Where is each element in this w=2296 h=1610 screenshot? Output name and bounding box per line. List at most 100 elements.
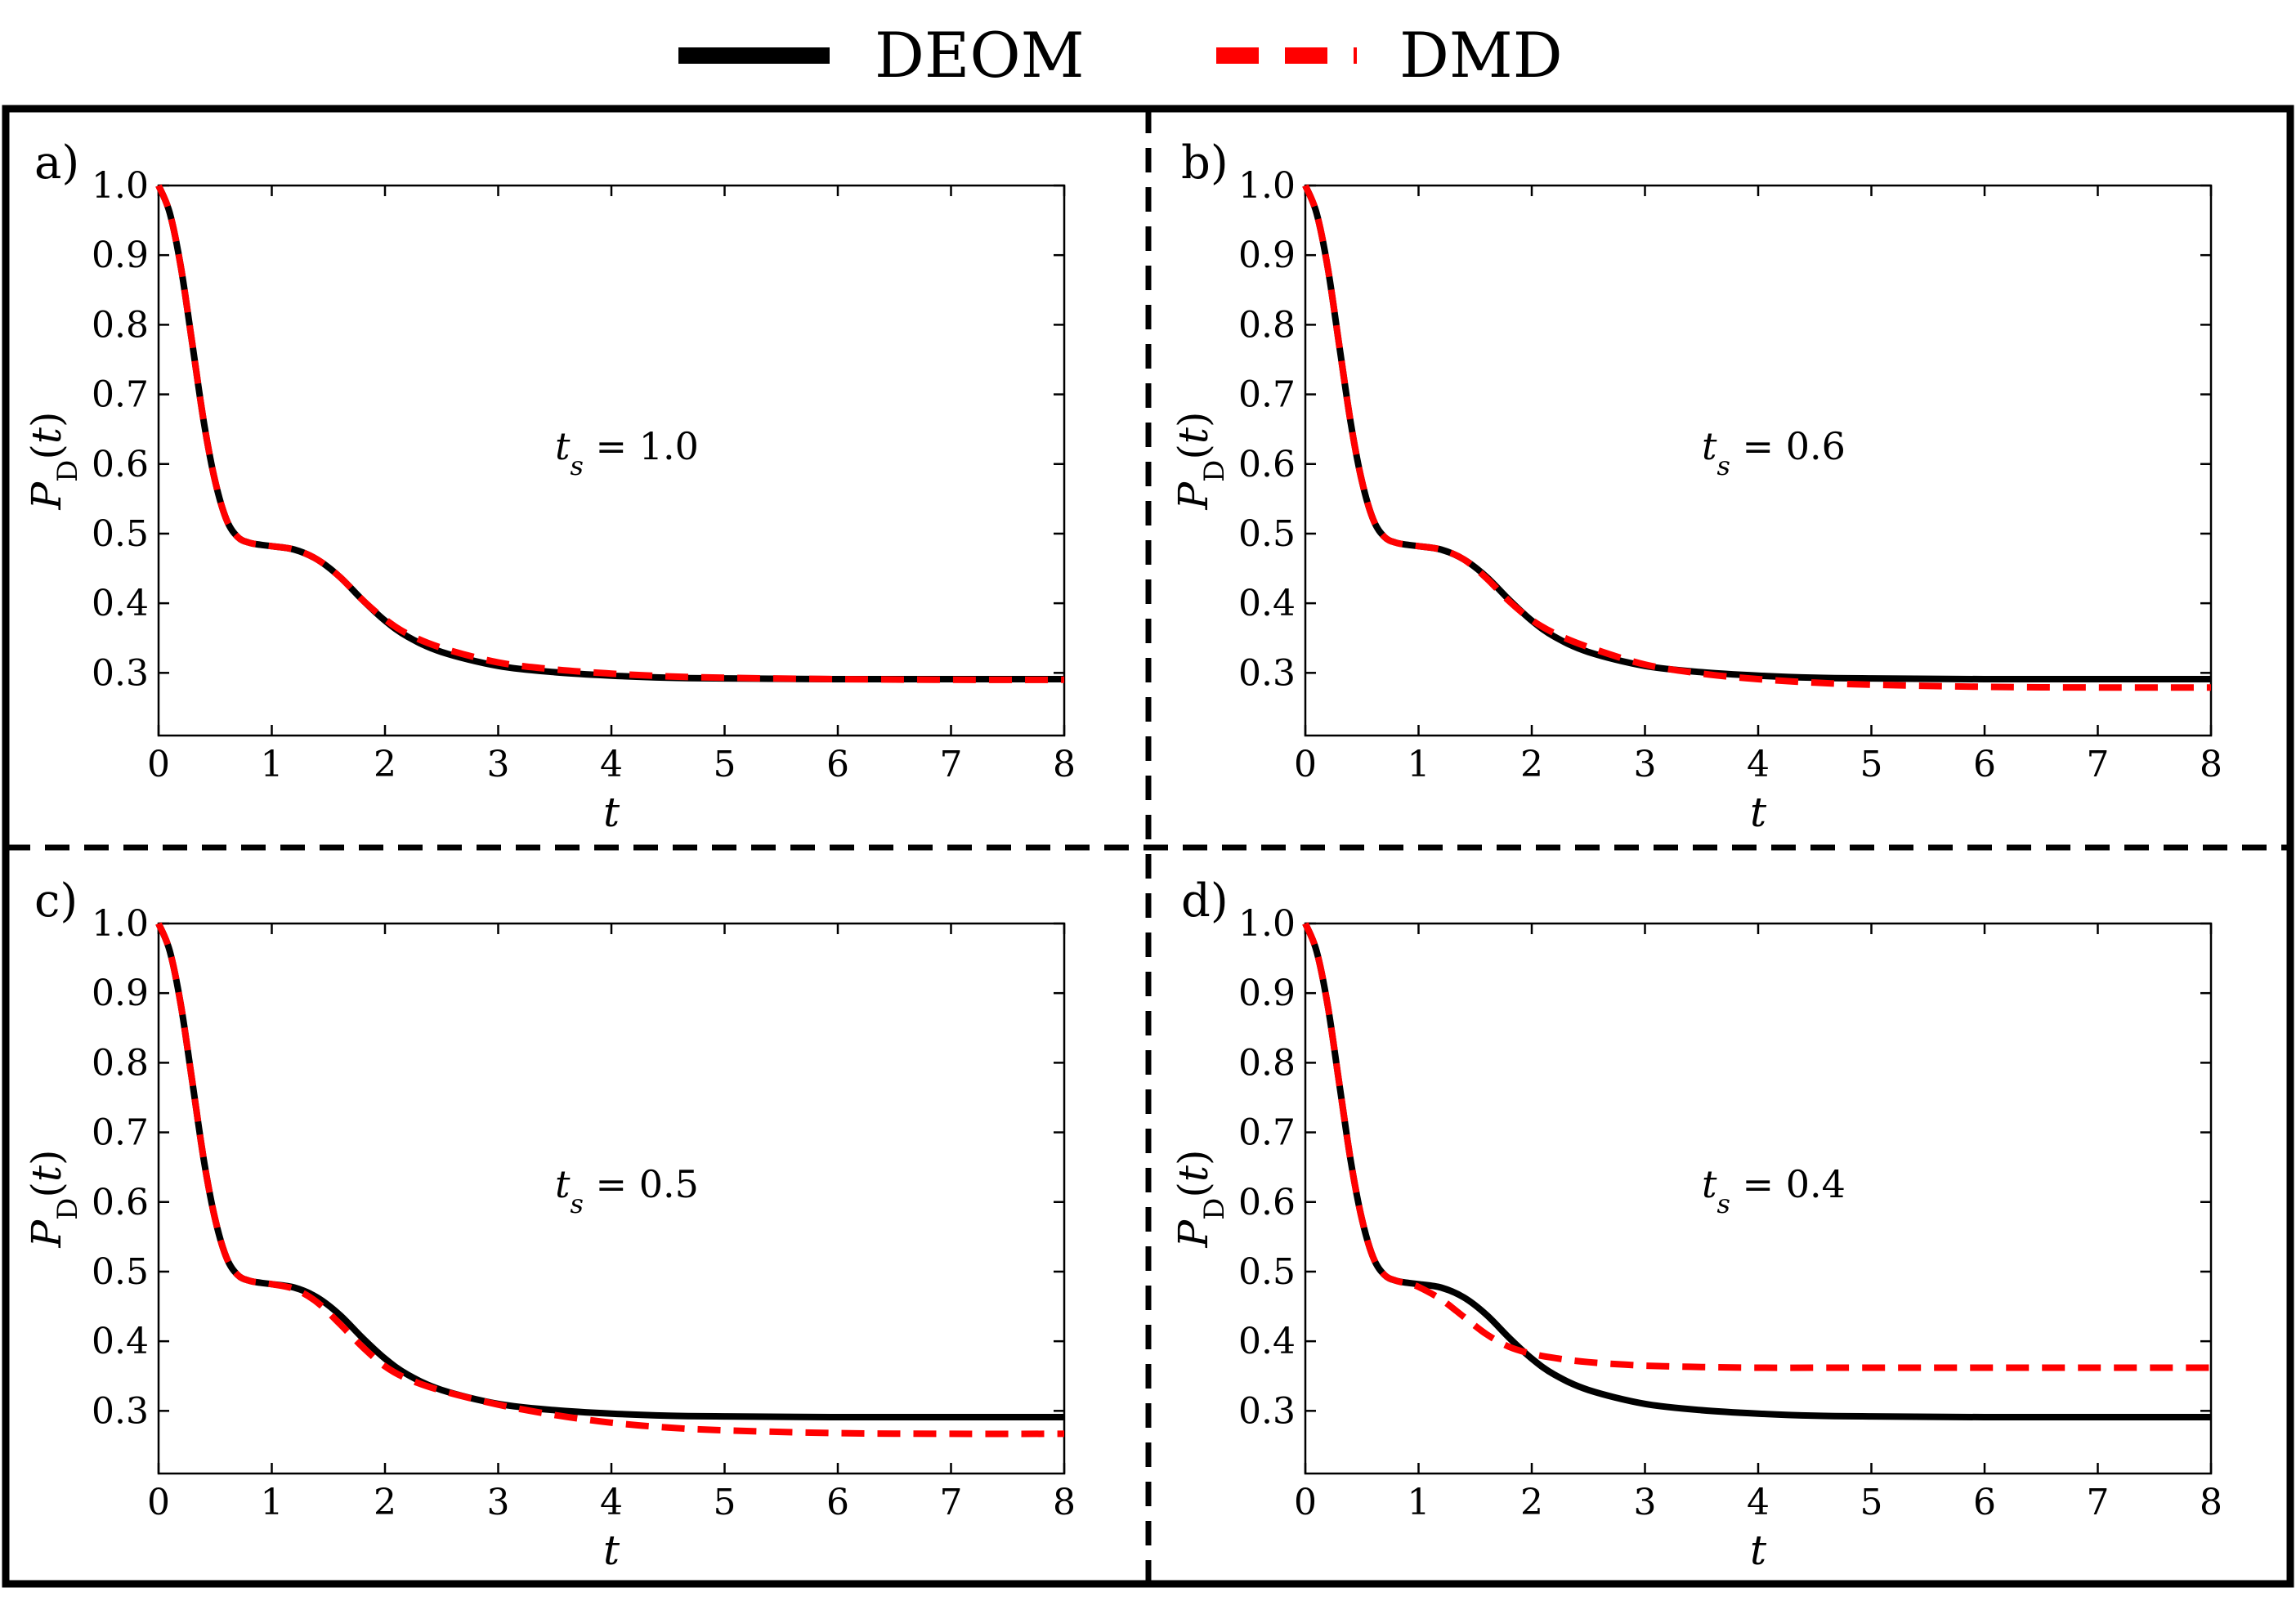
x-tick-label: 7 xyxy=(2087,1482,2110,1523)
y-label-paren: ( xyxy=(1170,1182,1217,1198)
x-tick-label: 0 xyxy=(1294,744,1317,785)
x-tick-label: 8 xyxy=(1053,744,1076,785)
y-tick-label: 0.8 xyxy=(92,304,149,346)
y-axis-label: PD(t) xyxy=(23,1149,84,1248)
annot-sub: s xyxy=(571,450,584,481)
x-tick-label: 2 xyxy=(1520,744,1543,785)
y-tick-label: 0.7 xyxy=(1238,1112,1296,1154)
ts-annotation: ts = 1.0 xyxy=(555,424,699,481)
annot-var: t xyxy=(1702,424,1717,468)
x-tick-label: 5 xyxy=(714,1482,736,1523)
panel-label: a) xyxy=(34,136,79,190)
panel-label: d) xyxy=(1181,874,1229,928)
x-tick-label: 3 xyxy=(487,1482,510,1523)
y-label-paren: ( xyxy=(23,444,70,460)
y-axis-label: PD(t) xyxy=(1170,411,1231,510)
legend-dmd-label: DMD xyxy=(1399,19,1563,92)
y-tick-label: 0.5 xyxy=(1238,1251,1296,1293)
y-tick-label: 0.3 xyxy=(1238,652,1296,694)
y-tick-label: 0.4 xyxy=(1238,583,1296,624)
ts-annotation: ts = 0.6 xyxy=(1702,424,1846,481)
x-tick-label: 1 xyxy=(261,1482,284,1523)
y-tick-label: 0.5 xyxy=(92,1251,149,1293)
ts-annotation: ts = 0.4 xyxy=(1702,1162,1846,1219)
y-label-var: t xyxy=(1170,1165,1217,1182)
y-tick-label: 0.3 xyxy=(1238,1390,1296,1432)
panel-d: d)0 1 2 3 4 5 6 7 80.30.40.50.60.70.80.91.0tPD(t… xyxy=(1170,874,2222,1574)
y-tick-label: 0.9 xyxy=(92,235,149,276)
y-tick-label: 1.0 xyxy=(92,165,149,207)
y-tick-label: 0.6 xyxy=(92,1182,149,1223)
x-tick-label: 2 xyxy=(374,1482,396,1523)
x-axis-label: t xyxy=(603,1527,620,1574)
y-label-main: P xyxy=(23,1219,70,1249)
y-tick-label: 0.9 xyxy=(1238,235,1296,276)
annot-var: t xyxy=(555,1162,571,1206)
x-tick-label: 2 xyxy=(1520,1482,1543,1523)
y-label-main: P xyxy=(23,481,70,511)
x-tick-label: 0 xyxy=(1294,1482,1317,1523)
y-label-paren: ) xyxy=(23,1149,70,1165)
x-tick-label: 3 xyxy=(1634,1482,1657,1523)
y-label-sub: D xyxy=(51,460,84,482)
y-label-var: t xyxy=(1170,427,1217,444)
series-line-dmd xyxy=(1302,922,2211,1371)
x-tick-label: 4 xyxy=(1747,744,1770,785)
panel-label: b) xyxy=(1181,136,1229,190)
series-line-dmd xyxy=(155,922,1065,1438)
annot-value: = 0.6 xyxy=(1730,424,1846,468)
annot-sub: s xyxy=(1717,1188,1730,1219)
x-axis-label: t xyxy=(1750,1527,1767,1574)
annot-sub: s xyxy=(571,1188,584,1219)
x-axis-label: t xyxy=(603,789,620,836)
y-label-paren: ) xyxy=(1170,411,1217,427)
x-tick-label: 7 xyxy=(940,1482,963,1523)
y-tick-label: 0.8 xyxy=(1238,304,1296,346)
y-tick-label: 0.3 xyxy=(92,1390,149,1432)
x-tick-label: 2 xyxy=(374,744,396,785)
y-label-paren: ) xyxy=(23,411,70,427)
y-tick-label: 0.4 xyxy=(92,583,149,624)
y-tick-label: 0.6 xyxy=(1238,444,1296,485)
x-tick-label: 8 xyxy=(1053,1482,1076,1523)
series-line-deom xyxy=(155,922,1064,1421)
panel-label: c) xyxy=(34,874,78,928)
y-tick-label: 1.0 xyxy=(1238,165,1296,207)
x-tick-label: 3 xyxy=(487,744,510,785)
x-tick-label: 6 xyxy=(1973,1482,1996,1523)
x-tick-label: 4 xyxy=(1747,1482,1770,1523)
y-tick-label: 0.9 xyxy=(92,973,149,1014)
annot-sub: s xyxy=(1717,450,1730,481)
x-tick-label: 6 xyxy=(826,744,849,785)
x-tick-label: 6 xyxy=(826,1482,849,1523)
y-label-main: P xyxy=(1170,481,1217,511)
y-tick-label: 0.8 xyxy=(1238,1042,1296,1084)
y-tick-label: 1.0 xyxy=(92,903,149,945)
annot-value: = 0.5 xyxy=(584,1162,699,1206)
panel-c: c)0 1 2 3 4 5 6 7 80.30.40.50.60.70.80.91.0tPD(t… xyxy=(23,874,1076,1574)
x-tick-label: 7 xyxy=(940,744,963,785)
x-tick-label: 6 xyxy=(1973,744,1996,785)
panels: a)0 1 2 3 4 5 6 7 80.30.40.50.60.70.80.91.0tPD(t… xyxy=(23,136,2222,1574)
y-tick-label: 0.7 xyxy=(92,1112,149,1154)
series-line-dmd xyxy=(155,184,1065,683)
annot-var: t xyxy=(555,424,571,468)
x-tick-label: 8 xyxy=(2200,744,2222,785)
ts-annotation: ts = 0.5 xyxy=(555,1162,699,1219)
x-tick-label: 0 xyxy=(147,1482,170,1523)
y-tick-label: 0.6 xyxy=(1238,1182,1296,1223)
x-tick-label: 4 xyxy=(600,744,623,785)
y-tick-label: 0.5 xyxy=(1238,513,1296,555)
y-tick-label: 0.7 xyxy=(92,374,149,416)
x-tick-label: 1 xyxy=(261,744,284,785)
x-tick-label: 1 xyxy=(1408,744,1430,785)
y-tick-label: 0.9 xyxy=(1238,973,1296,1014)
y-label-sub: D xyxy=(1198,460,1231,482)
x-tick-label: 7 xyxy=(2087,744,2110,785)
y-tick-label: 0.8 xyxy=(92,1042,149,1084)
y-tick-label: 0.4 xyxy=(92,1321,149,1362)
y-label-var: t xyxy=(23,1165,70,1182)
x-tick-label: 8 xyxy=(2200,1482,2222,1523)
y-tick-label: 0.5 xyxy=(92,513,149,555)
